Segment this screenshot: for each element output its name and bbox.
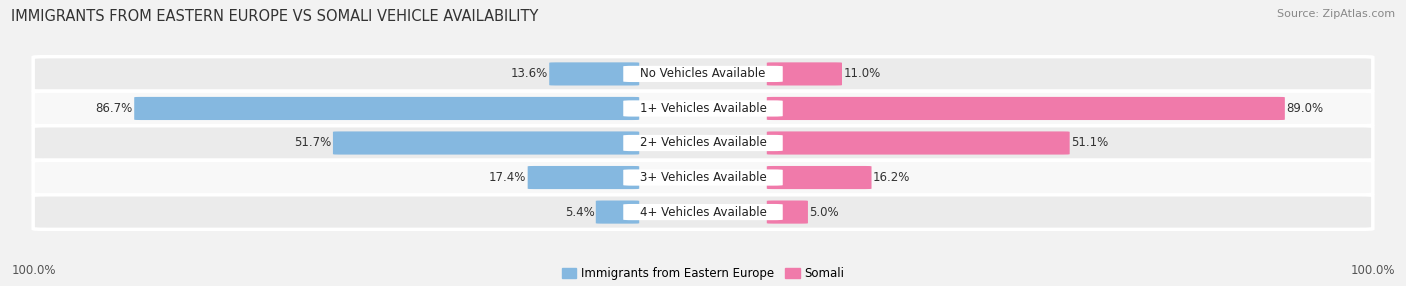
FancyBboxPatch shape [623,204,783,220]
Text: 89.0%: 89.0% [1286,102,1323,115]
FancyBboxPatch shape [623,169,783,186]
Text: 4+ Vehicles Available: 4+ Vehicles Available [640,206,766,219]
Text: No Vehicles Available: No Vehicles Available [640,67,766,80]
FancyBboxPatch shape [766,62,842,86]
Text: 5.0%: 5.0% [810,206,839,219]
FancyBboxPatch shape [766,132,1070,154]
Text: 17.4%: 17.4% [489,171,526,184]
FancyBboxPatch shape [766,200,808,224]
Text: 2+ Vehicles Available: 2+ Vehicles Available [640,136,766,150]
FancyBboxPatch shape [623,66,783,82]
Text: 51.1%: 51.1% [1071,136,1108,150]
Text: 5.4%: 5.4% [565,206,595,219]
Text: 86.7%: 86.7% [96,102,134,115]
FancyBboxPatch shape [550,62,640,86]
Text: 51.7%: 51.7% [294,136,332,150]
FancyBboxPatch shape [527,166,640,189]
Text: 100.0%: 100.0% [11,265,56,277]
Text: 100.0%: 100.0% [1350,265,1395,277]
Text: IMMIGRANTS FROM EASTERN EUROPE VS SOMALI VEHICLE AVAILABILITY: IMMIGRANTS FROM EASTERN EUROPE VS SOMALI… [11,9,538,23]
Text: 16.2%: 16.2% [873,171,910,184]
Legend: Immigrants from Eastern Europe, Somali: Immigrants from Eastern Europe, Somali [561,267,845,280]
FancyBboxPatch shape [596,200,640,224]
Text: 3+ Vehicles Available: 3+ Vehicles Available [640,171,766,184]
FancyBboxPatch shape [34,91,1372,126]
FancyBboxPatch shape [34,126,1372,160]
Text: 1+ Vehicles Available: 1+ Vehicles Available [640,102,766,115]
FancyBboxPatch shape [623,135,783,151]
FancyBboxPatch shape [623,100,783,117]
Text: Source: ZipAtlas.com: Source: ZipAtlas.com [1277,9,1395,19]
FancyBboxPatch shape [34,160,1372,195]
FancyBboxPatch shape [134,97,640,120]
FancyBboxPatch shape [333,132,640,154]
Text: 11.0%: 11.0% [844,67,880,80]
FancyBboxPatch shape [766,166,872,189]
FancyBboxPatch shape [766,97,1285,120]
FancyBboxPatch shape [34,57,1372,91]
FancyBboxPatch shape [34,195,1372,229]
Text: 13.6%: 13.6% [510,67,548,80]
